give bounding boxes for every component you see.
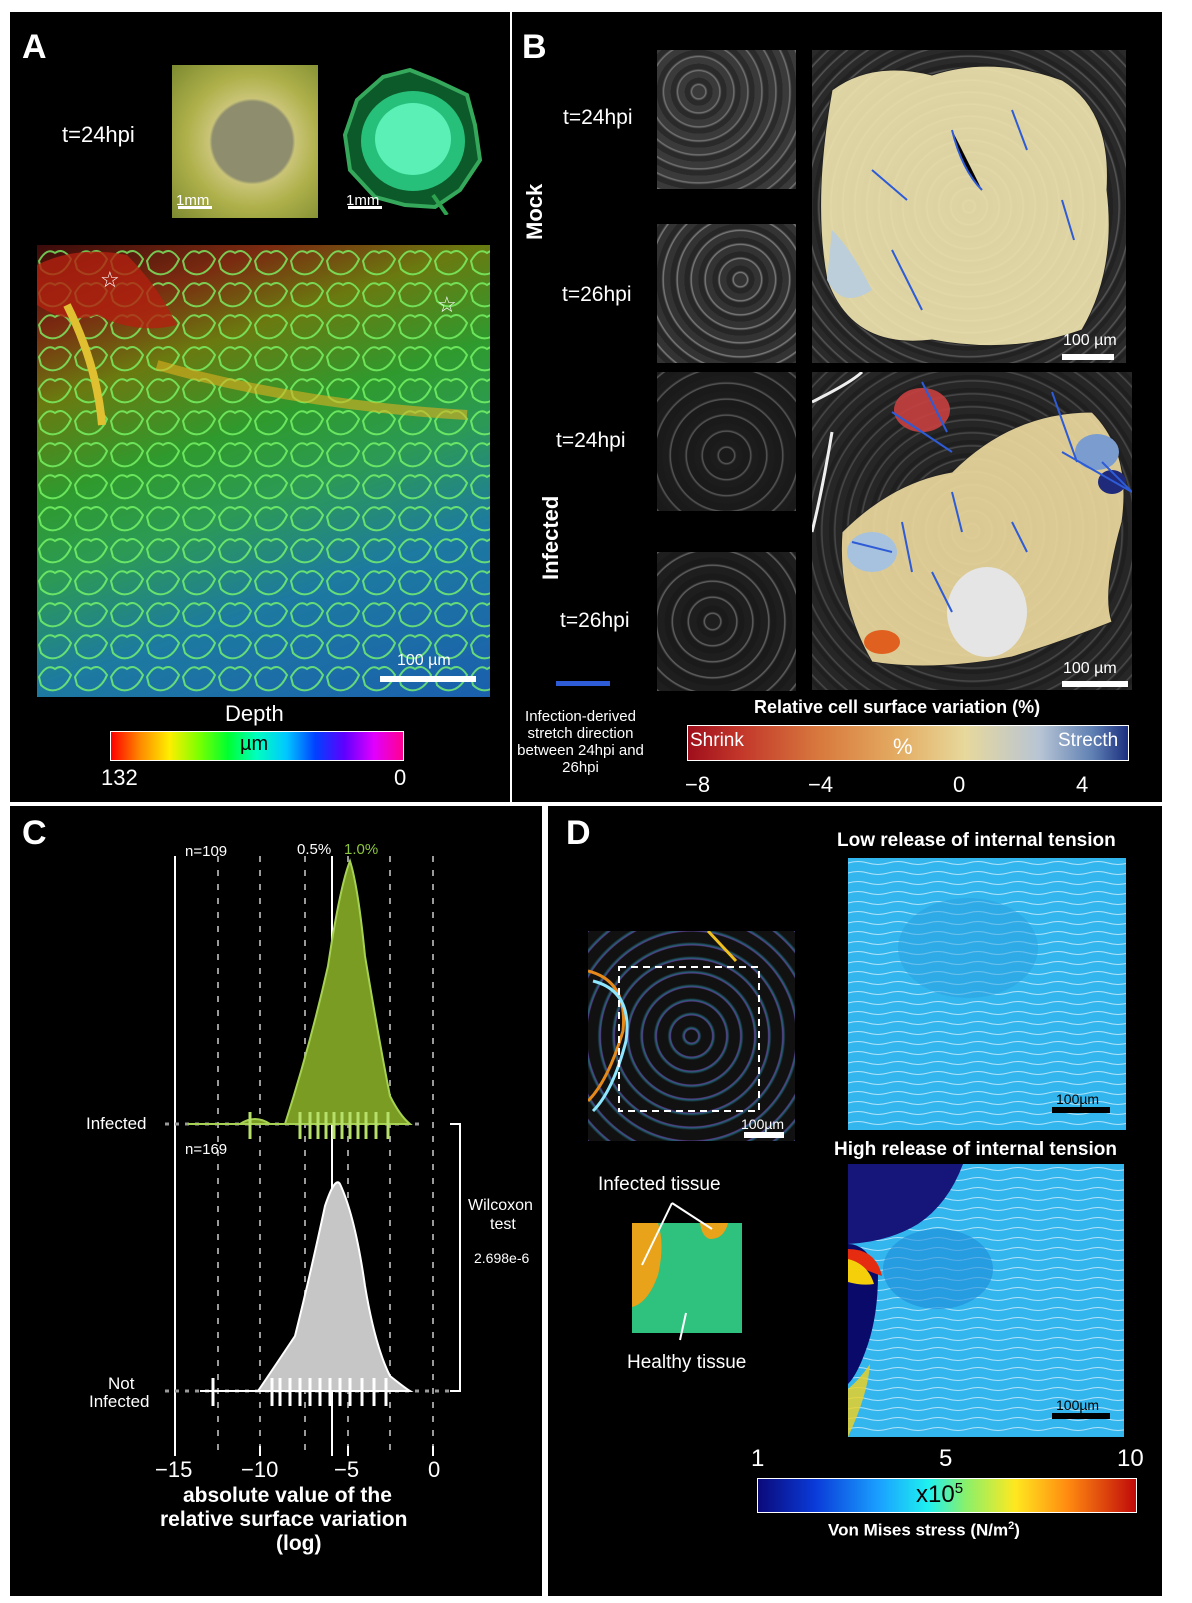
mock-24hpi-image	[657, 50, 796, 189]
title-low-release: Low release of internal tension	[837, 830, 1116, 851]
depth-min-label: 132	[101, 765, 138, 790]
surface-cbar-ticks: −8 −4 0 4	[680, 760, 1140, 800]
surface-cbar-percent: %	[893, 734, 913, 759]
x-tick-4: 0	[428, 1457, 441, 1482]
surface-tick-1: −8	[685, 772, 711, 797]
stress-title-end: )	[1014, 1520, 1020, 1540]
depth-image	[37, 245, 490, 697]
x-tick-1: −15	[155, 1457, 193, 1482]
scale-bar-fluo	[348, 206, 382, 209]
row-infected-label: Infected	[86, 1114, 147, 1133]
panel-d-letter: D	[566, 814, 591, 852]
scale-label-fluo: 1mm	[346, 192, 380, 209]
infected-26hpi-image	[657, 552, 796, 691]
scale-bar-depth	[380, 676, 476, 682]
scale-label-infected: 100 µm	[1063, 660, 1117, 677]
low-release-stress-map	[848, 858, 1126, 1130]
depth-unit: µm	[240, 733, 269, 755]
star-marker-1: ☆	[100, 267, 120, 292]
scale-label-low: 100µm	[1056, 1091, 1100, 1107]
stress-multiplier-exp: 5	[954, 1480, 964, 1497]
scale-bar-infected	[1062, 681, 1128, 687]
tissue-schematic	[632, 1202, 742, 1341]
infected-tissue-label: Infected tissue	[598, 1174, 721, 1195]
x-axis-label-2: relative surface variation	[160, 1508, 408, 1531]
scale-bar-high	[1052, 1413, 1110, 1419]
high-release-stress-map	[848, 1164, 1124, 1437]
panel-b-letter: B	[522, 28, 547, 66]
surface-cbar-stretch: Strecth	[1058, 730, 1119, 751]
stress-tick-2: 5	[939, 1445, 953, 1472]
surface-tick-3: 0	[953, 772, 966, 797]
surface-cbar-title: Relative cell surface variation (%)	[754, 697, 1041, 717]
x-axis-label-1: absolute value of the	[183, 1484, 392, 1507]
stretch-legend-line	[556, 681, 610, 686]
x-axis-label-3: (log)	[276, 1532, 322, 1555]
b-time-4: t=26hpi	[560, 609, 630, 632]
depth-title: Depth	[225, 701, 284, 726]
stress-title-sup: 2	[1008, 1520, 1015, 1532]
stress-multiplier-base: x10	[916, 1481, 955, 1508]
surface-colorbar	[687, 725, 1129, 761]
b-time-1: t=24hpi	[563, 106, 633, 129]
scale-label-mock: 100 µm	[1063, 332, 1117, 349]
infected-24hpi-image	[657, 372, 796, 511]
test-name-2: test	[490, 1216, 516, 1233]
scale-bar-low	[1052, 1107, 1110, 1113]
panel-a-timepoint: t=24hpi	[62, 122, 135, 147]
surface-tick-2: −4	[808, 772, 834, 797]
mock-26hpi-image	[657, 224, 796, 363]
p-value: 2.698e-6	[474, 1250, 530, 1266]
row-not-infected-label-2: Infected	[89, 1392, 150, 1411]
depth-max-label: 0	[394, 765, 407, 790]
pct-half: 0.5%	[297, 841, 332, 858]
mock-label: Mock	[522, 183, 547, 240]
star-marker-2: ☆	[437, 292, 457, 317]
x-tick-3: −5	[334, 1457, 360, 1482]
scale-label-photo: 100µm	[741, 1116, 785, 1132]
b-time-3: t=24hpi	[556, 429, 626, 452]
scale-label-high: 100µm	[1056, 1397, 1100, 1413]
stress-tick-3: 10	[1117, 1445, 1144, 1472]
healthy-tissue-label: Healthy tissue	[627, 1352, 747, 1373]
b-time-2: t=26hpi	[562, 283, 632, 306]
infected-label: Infected	[538, 495, 563, 580]
panel-a-letter: A	[22, 28, 47, 66]
test-name-1: Wilcoxon	[468, 1197, 533, 1214]
scale-bar-photo	[744, 1132, 784, 1138]
pct-one: 1.0%	[344, 841, 379, 858]
stress-tick-1: 1	[751, 1445, 765, 1472]
violin-chart	[165, 856, 461, 1456]
scale-bar-mock	[1062, 354, 1114, 360]
surface-cbar-shrink: Shrink	[690, 730, 744, 751]
stress-colorbar	[757, 1478, 1137, 1513]
panel-c-letter-front: C	[22, 814, 47, 852]
fluorescence-photo	[335, 65, 485, 215]
infected-segmentation-image	[812, 372, 1132, 690]
surface-tick-4: 4	[1076, 772, 1089, 797]
x-tick-2: −10	[241, 1457, 279, 1482]
row-not-infected-label-1: Not	[108, 1374, 135, 1393]
stress-cbar-title: Von Mises stress (N/m2)	[828, 1520, 1020, 1541]
stress-title-main: Von Mises stress (N/m	[828, 1520, 1009, 1540]
title-high-release: High release of internal tension	[834, 1139, 1117, 1160]
mock-segmentation-image	[812, 50, 1126, 363]
panel-c	[10, 806, 542, 1596]
scale-bar-leaf	[178, 206, 212, 209]
depth-colorbar	[110, 731, 404, 761]
n-infected: n=109	[185, 843, 228, 860]
microscopy-photo	[588, 931, 795, 1141]
n-not-infected: n=169	[185, 1141, 228, 1158]
stretch-legend-text: Infection-derived stretch direction betw…	[517, 708, 644, 776]
stress-multiplier: x105	[916, 1480, 963, 1509]
leaf-photo	[172, 65, 318, 218]
scale-label-depth: 100 µm	[397, 652, 451, 669]
scale-label-leaf: 1mm	[176, 192, 210, 209]
